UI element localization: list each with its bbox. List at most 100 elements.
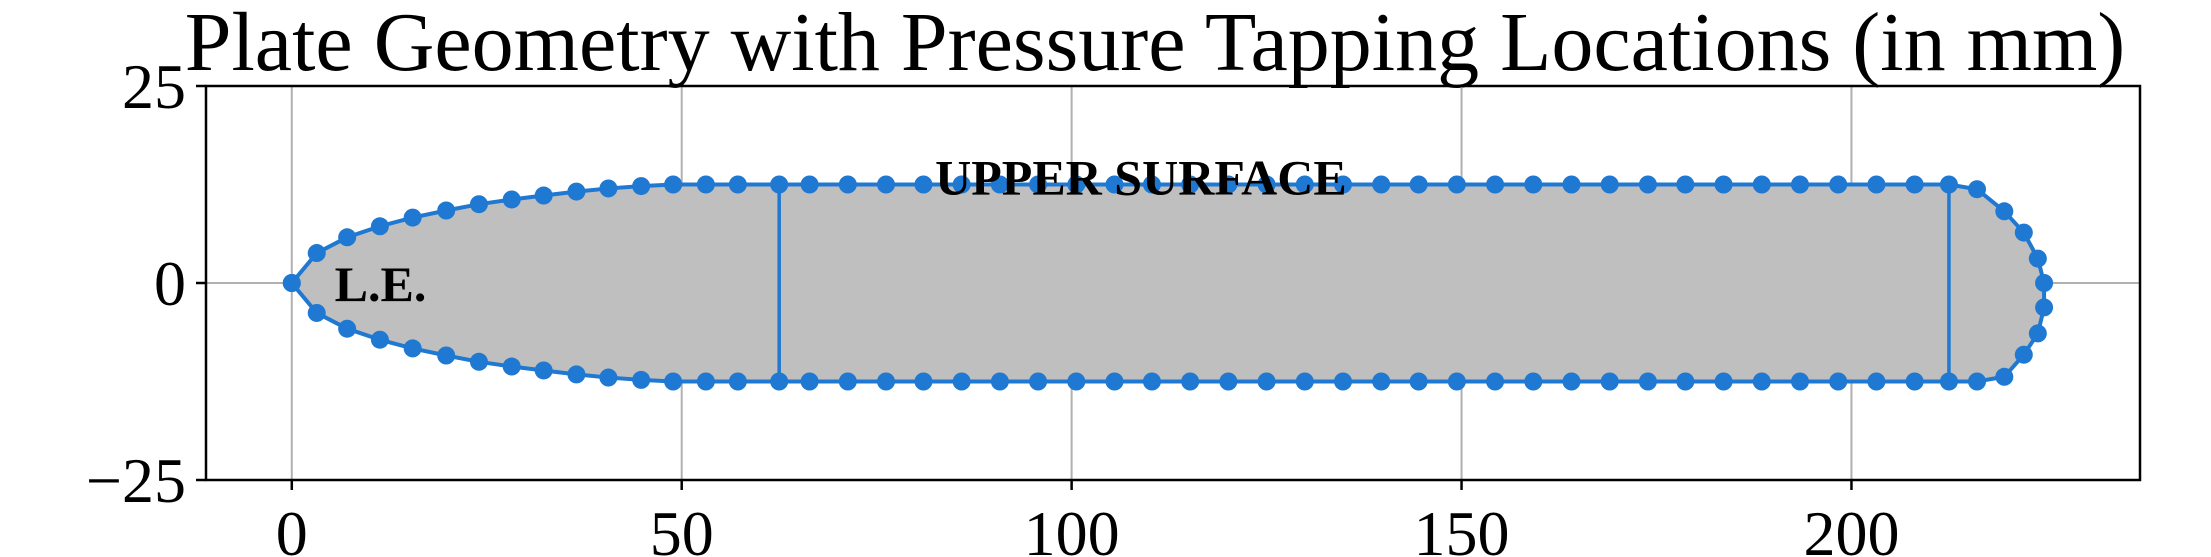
tapping-point bbox=[800, 372, 819, 391]
tapping-point bbox=[2028, 249, 2047, 268]
tapping-point bbox=[2035, 274, 2054, 292]
tapping-point bbox=[1334, 372, 1352, 391]
tapping-point bbox=[632, 370, 651, 389]
tapping-point bbox=[990, 372, 1009, 391]
tapping-point bbox=[664, 372, 683, 391]
tapping-point bbox=[664, 175, 683, 194]
tapping-point bbox=[403, 339, 422, 358]
tapping-point bbox=[1142, 175, 1161, 194]
tapping-point bbox=[1181, 175, 1200, 194]
tapping-point bbox=[1638, 175, 1657, 194]
tapping-point bbox=[914, 372, 933, 391]
tapping-point bbox=[800, 175, 819, 194]
chart-title: Plate Geometry with Pressure Tapping Loc… bbox=[185, 0, 2126, 89]
tapping-point bbox=[696, 175, 715, 194]
tapping-point bbox=[1867, 175, 1886, 194]
tapping-point bbox=[1447, 372, 1466, 391]
tapping-point bbox=[1968, 372, 1987, 391]
tapping-point bbox=[952, 372, 971, 391]
tapping-point bbox=[2028, 324, 2047, 343]
tapping-point bbox=[437, 346, 456, 365]
tapping-point bbox=[877, 175, 896, 194]
tapping-point bbox=[1829, 372, 1848, 391]
x-tick-label: 0 bbox=[276, 498, 308, 557]
tapping-point bbox=[914, 175, 933, 194]
tapping-point bbox=[990, 175, 1009, 194]
tapping-point bbox=[567, 182, 586, 201]
x-tick-label: 100 bbox=[1024, 498, 1120, 557]
tapping-point bbox=[2014, 223, 2033, 242]
tapping-point bbox=[838, 372, 857, 391]
tapping-point bbox=[437, 201, 456, 220]
tapping-point bbox=[1939, 175, 1958, 194]
tapping-point bbox=[469, 195, 488, 214]
tapping-point bbox=[1486, 175, 1505, 194]
tapping-point bbox=[1562, 175, 1581, 194]
tapping-point bbox=[403, 208, 422, 227]
tapping-point bbox=[1752, 175, 1771, 194]
tapping-point bbox=[1409, 175, 1428, 194]
tapping-point bbox=[370, 330, 389, 349]
tapping-point bbox=[599, 179, 618, 198]
tapping-point bbox=[1486, 372, 1505, 391]
tapping-point bbox=[1790, 175, 1809, 194]
tapping-point bbox=[1600, 372, 1619, 391]
tapping-point bbox=[1334, 175, 1352, 194]
annotation-label: UPPER SURFACE bbox=[935, 150, 1347, 206]
tapping-point bbox=[1105, 175, 1124, 194]
tapping-point bbox=[1600, 175, 1619, 194]
tapping-point bbox=[338, 228, 357, 247]
tapping-point bbox=[567, 365, 586, 384]
tapping-point bbox=[1638, 372, 1657, 391]
tapping-point bbox=[728, 372, 747, 391]
tapping-point bbox=[1409, 372, 1428, 391]
tapping-point bbox=[1295, 175, 1314, 194]
tapping-point bbox=[1867, 372, 1886, 391]
tapping-point bbox=[599, 368, 618, 387]
tapping-point bbox=[534, 186, 553, 205]
tapping-point bbox=[1524, 372, 1543, 391]
tapping-point bbox=[1219, 175, 1238, 194]
tapping-point bbox=[469, 352, 488, 371]
tapping-point bbox=[502, 190, 521, 209]
annotation-label: L.E. bbox=[335, 256, 427, 312]
tapping-point bbox=[1995, 367, 2014, 386]
tapping-point bbox=[1295, 372, 1314, 391]
tapping-point bbox=[1029, 372, 1048, 391]
tapping-point bbox=[307, 244, 326, 263]
x-tick-label: 150 bbox=[1414, 498, 1510, 557]
plot-area: L.E. UPPER SURFACE bbox=[282, 150, 2054, 391]
tapping-point bbox=[770, 372, 789, 391]
tapping-point bbox=[1562, 372, 1581, 391]
tapping-point bbox=[2035, 298, 2054, 317]
tapping-point bbox=[282, 274, 301, 292]
tapping-point bbox=[1219, 372, 1238, 391]
tapping-point bbox=[1524, 175, 1543, 194]
tapping-point bbox=[1939, 372, 1958, 391]
x-tick-label: 200 bbox=[1803, 498, 1899, 557]
tapping-point bbox=[877, 372, 896, 391]
tapping-point bbox=[1905, 175, 1924, 194]
tapping-point bbox=[1714, 372, 1733, 391]
tapping-point bbox=[728, 175, 747, 194]
tapping-point bbox=[1905, 372, 1924, 391]
axis-ticks: 0 50 100 150 200 −25 0 25 bbox=[86, 51, 1900, 557]
tapping-point bbox=[338, 319, 357, 338]
tapping-point bbox=[952, 175, 971, 194]
tapping-point bbox=[1968, 180, 1987, 199]
tapping-point bbox=[1029, 175, 1048, 194]
tapping-point bbox=[502, 357, 521, 376]
tapping-point bbox=[1105, 372, 1124, 391]
tapping-point bbox=[1257, 175, 1276, 194]
tapping-point bbox=[1714, 175, 1733, 194]
tapping-point bbox=[632, 177, 651, 196]
tapping-point bbox=[1067, 175, 1086, 194]
tapping-point bbox=[1752, 372, 1771, 391]
tapping-point bbox=[1372, 175, 1391, 194]
tapping-point bbox=[1790, 372, 1809, 391]
tapping-point bbox=[307, 303, 326, 322]
tapping-point bbox=[1257, 372, 1276, 391]
tapping-point bbox=[1829, 175, 1848, 194]
tapping-point bbox=[370, 217, 389, 236]
